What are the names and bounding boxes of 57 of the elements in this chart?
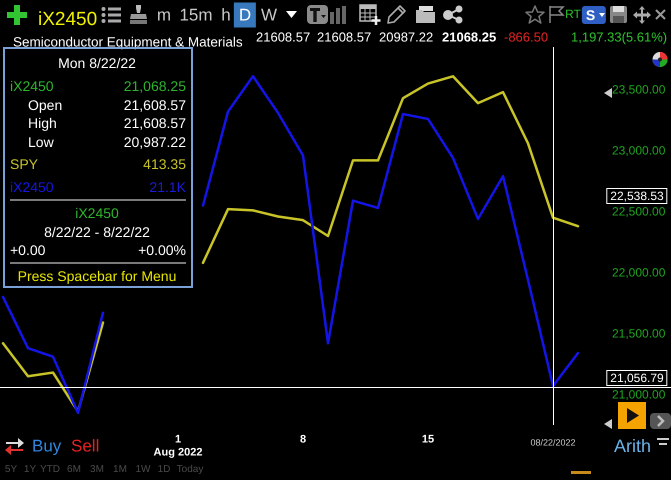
- text: 21608.57: [256, 30, 310, 44]
- text: 5Y: [4, 464, 18, 475]
- text: Sell: [71, 436, 100, 456]
- text: m: [156, 6, 172, 24]
- annotation: Open: [28, 97, 62, 113]
- text: 15m: [179, 6, 213, 24]
- chart-subtitle: Semiconductor Equipment & Materials: [13, 34, 243, 50]
- annotation: 8/22/22 - 8/22/22: [44, 224, 150, 240]
- annotation: +0.00: [10, 242, 46, 258]
- text: 3M: [90, 464, 104, 475]
- x-tick-label: 08/22/2022: [530, 438, 576, 448]
- text: D: [234, 2, 256, 28]
- text: Buy: [32, 436, 62, 456]
- text: iX2450: [10, 179, 54, 195]
- text: 21608.57: [317, 30, 372, 44]
- annotation: Press Spacebar for Menu: [18, 268, 176, 284]
- annotation: 21,608.57: [124, 115, 186, 131]
- y-tick-label: 22,500.00: [612, 204, 666, 219]
- text: Today: [176, 464, 204, 475]
- annotation: Low: [28, 134, 54, 150]
- annotation: +0.00%: [138, 242, 186, 258]
- y-tick-label: 21,000.00: [612, 388, 666, 402]
- annotation: Mon 8/22/22: [58, 55, 136, 71]
- y-tick-label: 23,500.00: [612, 82, 666, 97]
- annotation: 21,608.57: [124, 97, 186, 113]
- text: W: [260, 6, 278, 24]
- text: 1M: [113, 464, 127, 475]
- text: 21068.25: [442, 30, 496, 44]
- annotation: iX2450: [75, 205, 119, 221]
- text: 1,197.33(5.61%): [571, 30, 668, 44]
- text: 6M: [67, 464, 81, 475]
- text: YTD: [40, 464, 60, 475]
- annotation: 21.1K: [149, 179, 186, 195]
- y-tick-label: 21,500.00: [612, 326, 666, 341]
- y-tick-label: 23,000.00: [612, 144, 666, 158]
- y-tick-label: 22,000.00: [612, 266, 666, 280]
- text: 1Y: [24, 464, 36, 475]
- text: h: [221, 6, 231, 24]
- x-tick-label: 8: [300, 434, 306, 446]
- text: S: [582, 6, 606, 24]
- annotation: 413.35: [143, 156, 186, 172]
- text: 1D: [158, 464, 170, 475]
- text: Arith: [614, 436, 652, 456]
- text: 22,538.53: [606, 188, 668, 204]
- text: -866.50: [504, 30, 548, 44]
- annotation: High: [28, 115, 57, 131]
- annotation: 20,987.22: [124, 134, 186, 150]
- annotation: 21,068.25: [124, 78, 186, 94]
- x-tick-label: 15: [422, 434, 434, 446]
- x-tick-label: 1 Aug 2022: [154, 434, 202, 458]
- text: RT: [565, 7, 581, 21]
- text: 1W: [136, 464, 150, 475]
- text: SPY: [10, 156, 39, 172]
- text: 20987.22: [379, 30, 434, 44]
- annotation: iX2450: [10, 78, 54, 94]
- chart-title: iX2450: [38, 9, 98, 30]
- text: 21,056.79: [606, 370, 668, 386]
